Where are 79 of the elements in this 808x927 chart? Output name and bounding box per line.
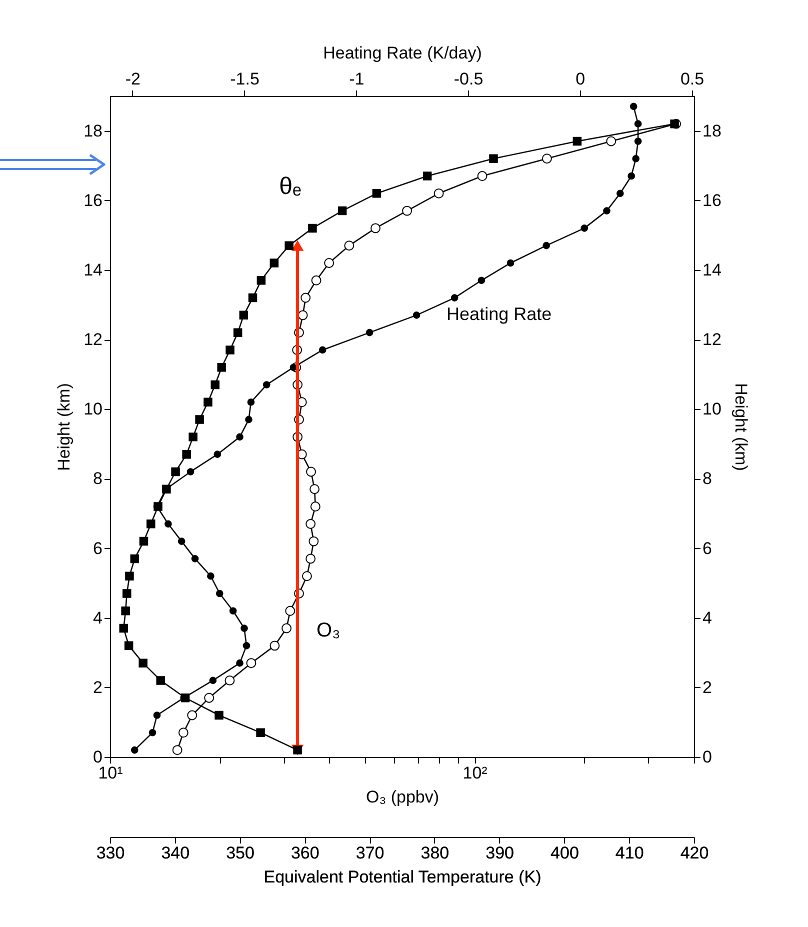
point (214, 710, 224, 720)
series-label: Heating Rate (446, 304, 552, 324)
y2-tick-label: 10 (702, 400, 722, 419)
point (139, 536, 148, 546)
y2-tick-label: 6 (702, 538, 712, 558)
series-label: θₑ (279, 172, 302, 200)
y2-tick-label: 14 (702, 260, 722, 280)
x2-tick-label: -1 (349, 70, 364, 88)
point (248, 293, 258, 302)
point (138, 658, 148, 668)
y2-tick-label: 8 (702, 469, 712, 488)
point (130, 554, 140, 564)
y-tick-label: 6 (93, 538, 102, 558)
point (239, 310, 248, 320)
point (217, 362, 226, 372)
point (188, 432, 198, 442)
point (372, 189, 382, 198)
point (124, 641, 134, 650)
point (210, 380, 220, 390)
x-tick-label: 410 (615, 844, 644, 862)
x-tick-label: 10¹ (98, 764, 124, 782)
x2-tick-label: -0.5 (454, 70, 484, 88)
x-axis-title: O₃ (ppbv) (366, 788, 440, 806)
x-tick-label: 340 (161, 844, 190, 862)
y2-tick-label: 2 (702, 678, 712, 697)
point (125, 572, 134, 580)
point (572, 136, 582, 146)
y-tick-label: 14 (84, 260, 102, 280)
x-axis-title: Equivalent Potential Temperature (K) (264, 868, 542, 886)
x-tick-label: 370 (356, 844, 384, 862)
point (180, 693, 190, 702)
y-tick-label: 16 (84, 190, 102, 210)
x2-tick-label: 0.5 (680, 70, 704, 88)
point (270, 258, 279, 268)
y2-tick-label: 16 (702, 190, 722, 210)
x2-tick-label: -2 (125, 70, 140, 88)
point (119, 624, 128, 633)
x-tick-label: 390 (486, 844, 514, 862)
point (422, 172, 432, 180)
y-tick-label: 4 (93, 608, 102, 628)
x-tick-label: 400 (550, 844, 579, 862)
point (233, 328, 242, 337)
y2-tick-label: 18 (702, 121, 722, 140)
point (195, 415, 204, 424)
x2-axis-title: Heating Rate (K/day) (323, 44, 482, 62)
x-tick-label: 330 (96, 844, 125, 862)
x-tick-label: 380 (420, 844, 450, 862)
y-tick-label: 18 (84, 121, 102, 140)
point (256, 728, 265, 738)
x-tick-label: 420 (680, 844, 709, 862)
point (146, 520, 156, 528)
x-tick-label: 360 (290, 844, 320, 862)
y-tick-label: 10 (84, 400, 102, 419)
y-tick-label: 12 (84, 330, 102, 350)
y-axis-title: Height (km) (54, 383, 74, 471)
point (121, 606, 130, 616)
y-tick-label: 8 (93, 469, 102, 488)
point (338, 206, 347, 216)
x-tick-label: 10² (462, 764, 488, 782)
point (204, 398, 212, 407)
point (489, 154, 498, 163)
series-label: O₃ (316, 619, 340, 642)
x2-tick-label: 0 (576, 70, 586, 88)
point (284, 241, 294, 250)
point (156, 676, 165, 685)
point (182, 450, 191, 459)
point (226, 346, 234, 354)
x-tick-label: 350 (226, 844, 254, 862)
y-tick-label: 0 (93, 748, 102, 766)
y2-tick-label: 0 (702, 748, 712, 766)
y-tick-label: 2 (93, 678, 102, 697)
point (256, 276, 266, 285)
y2-axis-title: Height (km) (731, 383, 750, 471)
y2-tick-label: 4 (702, 608, 712, 628)
point (308, 224, 317, 233)
point (171, 467, 180, 476)
x2-tick-label: -1.5 (230, 70, 260, 88)
y2-tick-label: 12 (702, 330, 722, 350)
point (122, 589, 132, 598)
